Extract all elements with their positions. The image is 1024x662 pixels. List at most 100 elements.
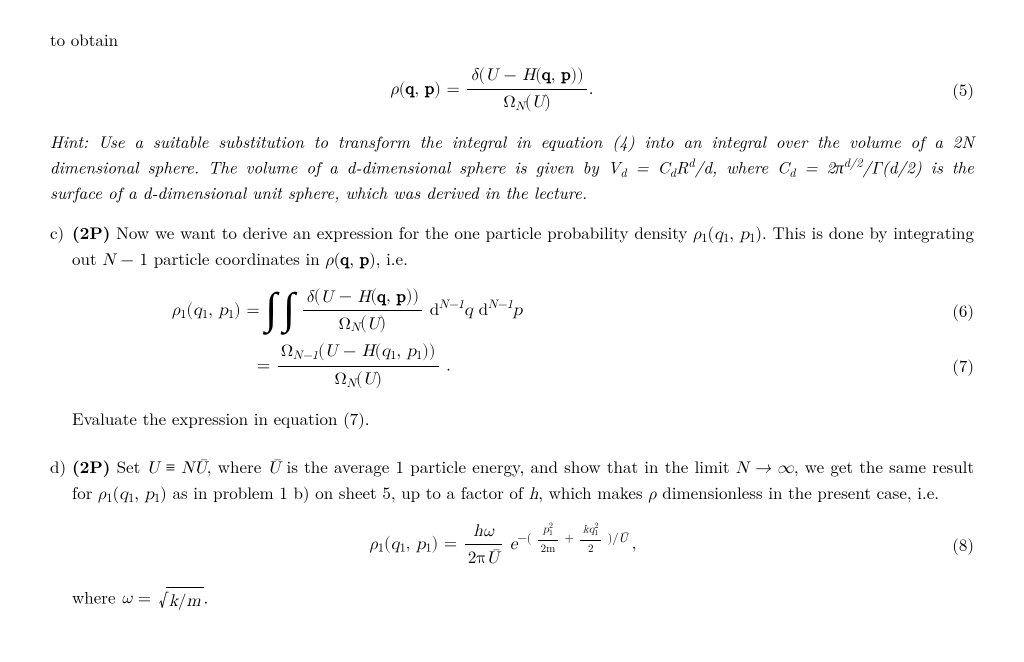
lead-in: to obtain xyxy=(50,28,974,52)
eq5-body: ρ(q, p) = δ(U − H(q, p)) ΩN(U) . xyxy=(50,64,934,116)
d-h: h xyxy=(529,483,538,507)
minus: − xyxy=(498,67,523,84)
eq8-q-sub: 1 xyxy=(595,529,599,537)
item-c-points: (2P) xyxy=(72,221,110,245)
c-q: q xyxy=(340,249,349,273)
eq6-U2: U xyxy=(367,313,380,337)
d-text5: as in problem 1 b) on sheet 5, up to a f… xyxy=(167,480,529,504)
eq8-Ubar2: Ū xyxy=(618,533,627,545)
item-c: c) (2P) Now we want to derive an express… xyxy=(50,221,974,441)
Cd2-C: C xyxy=(777,155,789,179)
eq6-U: U xyxy=(320,286,333,310)
rho: ρ xyxy=(391,78,399,102)
d-Ubar2: Ū xyxy=(267,457,280,481)
eq6-number: (6) xyxy=(934,299,974,323)
hint-over: /d, where xyxy=(695,155,777,179)
eq7-number: (7) xyxy=(934,354,974,378)
item-d-body: (2P) Set U ≡ NŪ, where Ū is the average … xyxy=(72,455,974,624)
eq6-Om: Ω xyxy=(339,313,351,337)
d-p1: p xyxy=(145,483,154,507)
c-text1: Now we want to derive an expression for … xyxy=(110,220,693,244)
eq6-pv: p xyxy=(396,286,405,310)
lead-text: to obtain xyxy=(50,27,118,51)
eq8-Ubar: Ū xyxy=(486,547,499,571)
eq8-q1: q xyxy=(391,533,400,557)
eq8-body: ρ1(q1, p1) = hω 2πŪ e−( p21 2m + kq21 xyxy=(72,519,934,570)
eq8-q1s: 1 xyxy=(400,543,406,555)
U: U xyxy=(485,64,498,88)
item-c-label: c) xyxy=(50,221,72,245)
eq8-exp: −( p21 2m + kq21 2 )/Ū xyxy=(517,533,631,545)
Vd-V: V xyxy=(608,155,621,179)
pi-exp: d/2 xyxy=(844,153,863,171)
Omega: Ω xyxy=(503,91,515,115)
q1-sub: 1 xyxy=(723,228,729,246)
d-text2: , where xyxy=(207,454,268,478)
eq6-q1: q xyxy=(193,299,202,323)
period: . xyxy=(589,81,594,98)
where-word: where xyxy=(72,584,121,608)
eq8-p-sub: 1 xyxy=(549,529,553,537)
sqrt-m: m xyxy=(186,590,200,614)
eq8-plus: + xyxy=(564,533,574,545)
item-c-body: (2P) Now we want to derive an expression… xyxy=(72,221,974,441)
p-vec-2: p xyxy=(561,64,570,88)
eq7-body: = ΩN−1(U − H(q1, p1)) ΩN(U) . xyxy=(257,340,934,393)
eq8-2: 2 xyxy=(588,544,594,555)
item-d-label: d) xyxy=(50,455,72,479)
c-N: N xyxy=(102,249,115,273)
sqrt-slash: / xyxy=(178,587,187,611)
eq7-q1: q xyxy=(381,340,390,364)
d-N: N xyxy=(181,457,194,481)
d-text1: Set xyxy=(110,454,146,478)
hint-paragraph: Hint: Use a suitable substitution to tra… xyxy=(50,130,974,204)
eq7-H: H xyxy=(362,340,375,364)
eq6-p1: p xyxy=(219,299,228,323)
R: R xyxy=(676,155,688,179)
d-equiv: ≡ xyxy=(159,454,181,478)
sqrt: √k/m xyxy=(157,585,204,614)
eq6-body: ρ1(q1, p1) = ∫ ∫ δ(U − H(q, p)) ΩN(U) dN… xyxy=(172,285,934,337)
eq6-dq-d: d xyxy=(430,299,439,323)
c-p: p xyxy=(360,249,369,273)
q-vec-2: q xyxy=(542,64,551,88)
eq7-Om: Ω xyxy=(281,340,293,364)
p-vec: p xyxy=(425,78,434,102)
d-Ninf: N → ∞ xyxy=(736,457,794,481)
where-dot: . xyxy=(204,584,209,608)
eq8-2m: 2m xyxy=(541,544,556,555)
q-vec: q xyxy=(405,78,414,102)
U2: U xyxy=(531,91,544,115)
d-text7: dimensionless in the present case, i.e. xyxy=(657,480,939,504)
eq8-rho: ρ xyxy=(370,533,378,557)
d-q1s: 1 xyxy=(128,488,134,506)
c-text3: , i.e. xyxy=(376,246,408,270)
where-omega: ω xyxy=(121,587,132,611)
eq7-Nm1: N−1 xyxy=(293,350,318,362)
p1-sub: 1 xyxy=(749,228,755,246)
eq8-p1s: 1 xyxy=(426,543,432,555)
evaluate-line: Evaluate the expression in equation (7). xyxy=(72,407,974,431)
eq7-U: U xyxy=(325,340,338,364)
c-minus1: − 1 particle coordinates in xyxy=(115,246,325,270)
eq7-p1s: 1 xyxy=(416,350,422,362)
eq5-number: (5) xyxy=(934,78,974,102)
item-d: d) (2P) Set U ≡ NŪ, where Ū is the avera… xyxy=(50,455,974,624)
eq8-comma: , xyxy=(632,536,637,553)
d-rho1s: 1 xyxy=(106,488,112,506)
integral-1: ∫ xyxy=(265,287,277,331)
item-d-points: (2P) xyxy=(72,455,110,479)
eq8-omega: ω xyxy=(483,520,494,544)
rho1-sub: 1 xyxy=(701,228,707,246)
d-text6: , which makes xyxy=(538,480,648,504)
eq6-dp-exp: N−1 xyxy=(488,299,513,311)
eq6-qv: q xyxy=(377,286,386,310)
Cd-C: C xyxy=(658,155,670,179)
eq7-Om2: Ω xyxy=(334,368,346,392)
eq8-2pi: 2π xyxy=(468,547,486,571)
eq6-delta: δ xyxy=(306,286,314,310)
integral-2: ∫ xyxy=(283,287,295,331)
eq6-p: p xyxy=(513,299,522,323)
d-rho: ρ xyxy=(648,483,656,507)
equals: = xyxy=(447,78,460,102)
